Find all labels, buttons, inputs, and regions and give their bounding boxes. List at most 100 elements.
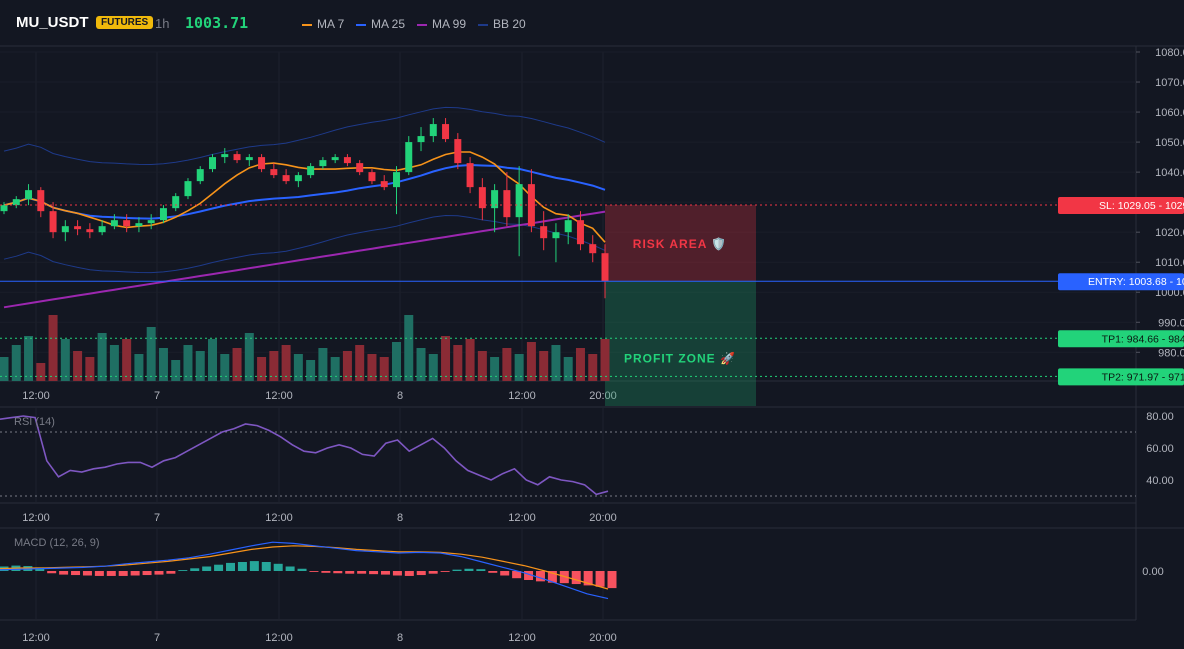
- macd-histogram-bar: [571, 571, 581, 585]
- volume-bar: [244, 333, 254, 381]
- candle-body: [515, 184, 523, 218]
- macd-histogram-bar: [237, 562, 247, 571]
- price-tick-label: 1060.00: [1155, 107, 1184, 119]
- candle-body: [147, 220, 155, 224]
- ma7-line: [3, 151, 606, 243]
- volume-bar: [134, 354, 144, 381]
- volume-bar: [232, 348, 242, 381]
- macd-histogram-bar: [59, 571, 69, 575]
- rsi-tick-label: 80.00: [1146, 411, 1174, 423]
- rsi-tick-label: 40.00: [1146, 475, 1174, 487]
- volume-bar: [293, 354, 303, 381]
- volume-bar: [220, 354, 230, 381]
- macd-histogram-bar: [452, 569, 462, 571]
- macd-histogram-bar: [607, 571, 617, 589]
- macd-line: [0, 541, 609, 600]
- time-tick-label: 12:00: [265, 390, 293, 402]
- candle-body: [282, 175, 290, 182]
- time-tick-label: 7: [154, 632, 160, 644]
- level-tag-bg: [1058, 330, 1184, 348]
- candle-body: [135, 223, 143, 227]
- candle-body: [110, 220, 118, 227]
- price-tick-label: 1070.00: [1155, 77, 1184, 89]
- macd-histogram-bar: [273, 563, 283, 571]
- time-tick-label: 20:00: [589, 632, 617, 644]
- volume-bar: [60, 339, 70, 381]
- volume-bar: [379, 357, 389, 381]
- volume-bar: [514, 354, 524, 381]
- volume-bar: [539, 351, 549, 381]
- rsi-title: RSI (14): [14, 416, 55, 428]
- level-tag: TP1: 984.66 - 984.66: [1058, 330, 1184, 348]
- candle-body: [380, 181, 388, 188]
- candle-body: [258, 157, 266, 170]
- legend-bb20[interactable]: BB 20: [478, 17, 526, 31]
- level-tag-bg: [1058, 197, 1184, 215]
- macd-histogram-bar: [524, 571, 534, 580]
- macd-histogram-bar: [595, 571, 605, 587]
- futures-badge: FUTURES: [96, 16, 154, 29]
- macd-histogram-bar: [166, 571, 176, 574]
- time-tick-label: 7: [154, 390, 160, 402]
- candle-body: [233, 154, 241, 161]
- macd-histogram-bar: [261, 562, 271, 571]
- macd-histogram-bar: [416, 571, 426, 576]
- candle-body: [294, 175, 302, 182]
- candle-body: [86, 229, 94, 233]
- volume-bar: [404, 315, 414, 381]
- volume-bar: [416, 348, 426, 381]
- macd-histogram-bar: [154, 571, 164, 575]
- time-tick-label: 20:00: [589, 390, 617, 402]
- candle-body: [454, 139, 462, 164]
- candle-body: [564, 220, 572, 233]
- macd-histogram-bar: [547, 571, 557, 583]
- candle-body: [478, 187, 486, 209]
- volume-bar: [85, 357, 95, 381]
- time-tick-label: 12:00: [508, 390, 536, 402]
- candle-body: [368, 172, 376, 182]
- volume-bar: [318, 348, 328, 381]
- macd-histogram-bar: [94, 571, 104, 576]
- volume-bar: [281, 345, 291, 381]
- volume-bar: [269, 351, 279, 381]
- level-tag-label: TP1: 984.66 - 984.66: [1102, 333, 1184, 345]
- macd-histogram-bar: [583, 571, 593, 586]
- volume-bar: [158, 348, 168, 381]
- candle-body: [576, 220, 584, 245]
- candle-body: [245, 157, 253, 161]
- legend-ma25[interactable]: MA 25: [356, 17, 405, 31]
- macd-histogram-bar: [249, 561, 259, 571]
- volume-bar: [600, 339, 610, 381]
- candle-body: [540, 226, 548, 239]
- candle-body: [442, 124, 450, 140]
- macd-histogram-bar: [190, 568, 200, 571]
- bollinger-lower: [3, 214, 606, 274]
- volume-bar: [146, 327, 156, 381]
- timeframe-label[interactable]: 1h: [155, 16, 170, 31]
- candle-body: [25, 190, 33, 200]
- volume-bar: [171, 360, 181, 381]
- level-tag: TP2: 971.97 - 971.97: [1058, 368, 1184, 386]
- volume-bar: [195, 351, 205, 381]
- price-tick-label: 1050.00: [1155, 137, 1184, 149]
- risk-zone: [605, 205, 756, 282]
- macd-title: MACD (12, 26, 9): [14, 537, 100, 549]
- volume-bar: [36, 363, 46, 381]
- time-tick-label: 12:00: [265, 632, 293, 644]
- volume-bar: [551, 345, 561, 381]
- candle-body: [123, 220, 131, 227]
- volume-bar: [342, 351, 352, 381]
- macd-histogram-bar: [130, 571, 140, 576]
- candle-body: [356, 163, 364, 173]
- volume-bar: [306, 360, 316, 381]
- level-tag: ENTRY: 1003.68 - 1003.68: [1058, 273, 1184, 291]
- symbol-name[interactable]: MU_USDT: [16, 14, 89, 31]
- macd-histogram-bar: [500, 571, 510, 576]
- macd-histogram-bar: [71, 571, 81, 576]
- level-tag-label: SL: 1029.05 - 1029.05: [1099, 200, 1184, 212]
- candle-body: [405, 142, 413, 173]
- legend-ma99[interactable]: MA 99: [417, 17, 466, 31]
- level-tag-bg: [1058, 368, 1184, 386]
- legend-ma7[interactable]: MA 7: [302, 17, 344, 31]
